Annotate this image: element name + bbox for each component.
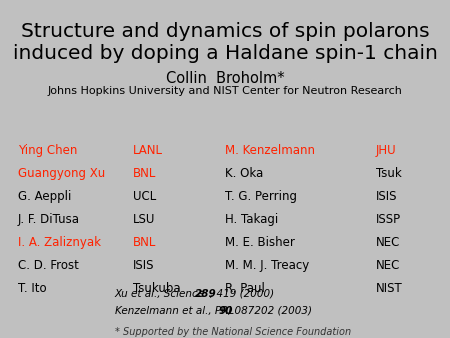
Text: LSU: LSU: [133, 213, 155, 225]
Text: NIST: NIST: [376, 282, 402, 294]
Text: , 419 (2000): , 419 (2000): [210, 289, 274, 299]
Text: G. Aeppli: G. Aeppli: [18, 190, 72, 202]
Text: M. M. J. Treacy: M. M. J. Treacy: [225, 259, 309, 271]
Text: J. F. DiTusa: J. F. DiTusa: [18, 213, 80, 225]
Text: * Supported by the National Science Foundation: * Supported by the National Science Foun…: [115, 327, 351, 337]
Text: 90: 90: [218, 306, 233, 316]
Text: ISIS: ISIS: [133, 259, 154, 271]
Text: M. Kenzelmann: M. Kenzelmann: [225, 144, 315, 156]
Text: ISSP: ISSP: [376, 213, 401, 225]
Text: ISIS: ISIS: [376, 190, 397, 202]
Text: JHU: JHU: [376, 144, 396, 156]
Text: H. Takagi: H. Takagi: [225, 213, 278, 225]
Text: Ying Chen: Ying Chen: [18, 144, 77, 156]
Text: Tsuk: Tsuk: [376, 167, 401, 179]
Text: LANL: LANL: [133, 144, 163, 156]
Text: T. Ito: T. Ito: [18, 282, 47, 294]
Text: NEC: NEC: [376, 259, 400, 271]
Text: Tsukuba: Tsukuba: [133, 282, 180, 294]
Text: Structure and dynamics of spin polarons: Structure and dynamics of spin polarons: [21, 22, 429, 41]
Text: Xu et al., Science: Xu et al., Science: [115, 289, 208, 299]
Text: 289: 289: [195, 289, 216, 299]
Text: NEC: NEC: [376, 236, 400, 248]
Text: T. G. Perring: T. G. Perring: [225, 190, 297, 202]
Text: I. A. Zaliznyak: I. A. Zaliznyak: [18, 236, 101, 248]
Text: C. D. Frost: C. D. Frost: [18, 259, 79, 271]
Text: R. Paul: R. Paul: [225, 282, 265, 294]
Text: K. Oka: K. Oka: [225, 167, 263, 179]
Text: Guangyong Xu: Guangyong Xu: [18, 167, 105, 179]
Text: Kenzelmann et al., PRL: Kenzelmann et al., PRL: [115, 306, 237, 316]
Text: UCL: UCL: [133, 190, 156, 202]
Text: Johns Hopkins University and NIST Center for Neutron Research: Johns Hopkins University and NIST Center…: [48, 86, 402, 96]
Text: M. E. Bisher: M. E. Bisher: [225, 236, 295, 248]
Text: induced by doping a Haldane spin-1 chain: induced by doping a Haldane spin-1 chain: [13, 44, 437, 63]
Text: , 087202 (2003): , 087202 (2003): [228, 306, 312, 316]
Text: BNL: BNL: [133, 236, 156, 248]
Text: BNL: BNL: [133, 167, 156, 179]
Text: Collin  Broholm*: Collin Broholm*: [166, 71, 284, 86]
